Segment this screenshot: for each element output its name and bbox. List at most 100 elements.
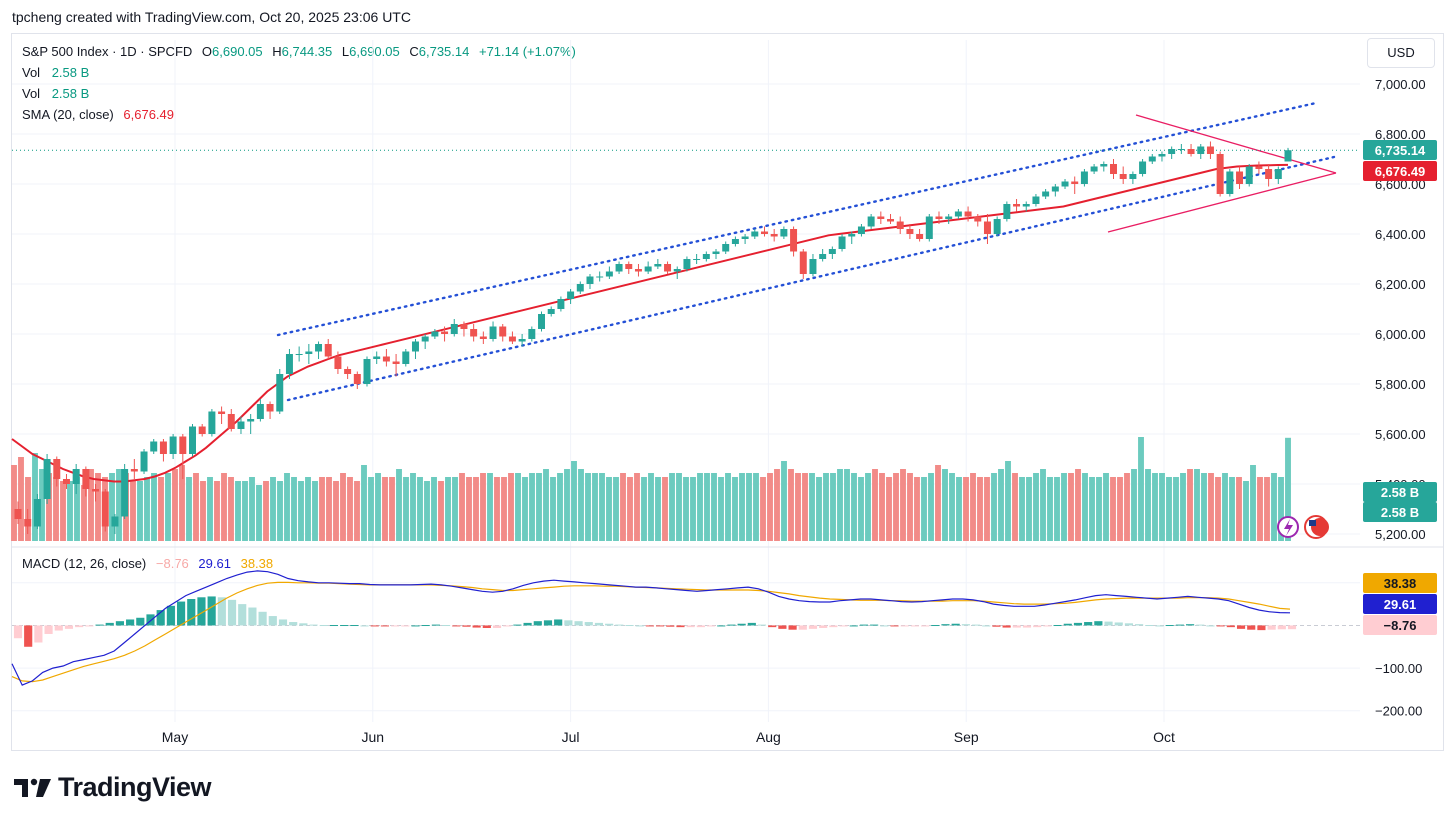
volume-bar <box>1033 473 1039 541</box>
volume-bar <box>326 477 332 541</box>
sma-legend[interactable]: SMA (20, close) 6,676.49 <box>22 107 174 122</box>
macd-histogram-bar <box>1216 625 1225 627</box>
volume-bar <box>1005 461 1011 541</box>
macd-histogram-bar <box>543 620 553 626</box>
volume-bar <box>361 465 367 541</box>
macd-histogram-bar <box>849 625 858 627</box>
volume-bar <box>606 477 612 541</box>
candle-body <box>382 356 390 362</box>
volume-bar <box>543 469 549 541</box>
volume-bar <box>823 473 829 541</box>
volume-bar <box>851 473 857 541</box>
candle-body <box>1119 174 1127 179</box>
volume-bar <box>228 477 234 541</box>
candle-body <box>1168 149 1176 154</box>
volume-bar <box>382 477 388 541</box>
volume-bar <box>263 481 269 541</box>
volume-bar <box>39 469 45 541</box>
macd-histogram-bar <box>401 625 410 627</box>
macd-histogram-bar <box>85 625 94 627</box>
volume-legend-2[interactable]: Vol 2.58 B <box>22 86 89 101</box>
macd-histogram-bar <box>54 625 63 631</box>
volume-bar <box>1257 477 1263 541</box>
macd-histogram-bar <box>115 621 124 626</box>
candle-body <box>634 269 642 272</box>
macd-line-value: 29.61 <box>198 556 231 571</box>
candle-body <box>1206 146 1214 154</box>
tradingview-logo-icon <box>14 778 51 797</box>
candle-body <box>179 436 187 454</box>
volume-bar <box>1012 473 1018 541</box>
volume-bar <box>11 465 17 541</box>
candle-body <box>24 519 32 527</box>
volume-bar <box>627 477 633 541</box>
volume-bar <box>704 473 710 541</box>
macd-histogram-bar <box>1002 625 1011 628</box>
macd-histogram-bar <box>248 607 257 626</box>
candle-body <box>945 216 953 219</box>
macd-histogram-bar <box>105 622 114 626</box>
volume-legend-1[interactable]: Vol 2.58 B <box>22 65 89 80</box>
volume-bar <box>914 477 920 541</box>
candle-body <box>479 336 487 339</box>
candle-body <box>431 331 439 337</box>
volume-bar <box>438 481 444 541</box>
candle-body <box>1080 171 1088 184</box>
volume-bar <box>550 477 556 541</box>
volume-bar <box>998 469 1004 541</box>
sma-line <box>11 163 1289 483</box>
volume-bar <box>1208 473 1214 541</box>
candle-body <box>770 234 778 237</box>
volume-bar <box>746 473 752 541</box>
candle-body <box>1129 174 1137 179</box>
volume-bar <box>95 473 101 541</box>
volume-bar <box>1061 473 1067 541</box>
volume-bar <box>424 481 430 541</box>
volume-bar <box>655 477 661 541</box>
candle-body <box>441 331 449 334</box>
vol-label-1: Vol <box>22 65 41 80</box>
volume-bar <box>1187 469 1193 541</box>
macd-legend[interactable]: MACD (12, 26, close) −8.76 29.61 38.38 <box>22 556 273 571</box>
candle-body <box>392 361 400 364</box>
candle-body <box>1236 171 1244 184</box>
volume-bar <box>837 469 843 541</box>
flag-canton-icon <box>1309 520 1316 526</box>
volume-bar <box>907 473 913 541</box>
volume-bar <box>1068 473 1074 541</box>
candle-body <box>276 374 284 412</box>
macd-histogram-bar <box>472 625 481 628</box>
macd-histogram-bar <box>788 625 797 630</box>
candle-body <box>799 251 807 274</box>
volume-bar <box>830 473 836 541</box>
macd-histogram-bar <box>808 625 818 629</box>
volume-bar <box>522 477 528 541</box>
macd-histogram-bar <box>350 625 359 627</box>
volume-label-1-bg <box>1363 482 1437 502</box>
macd-histogram-bar <box>1155 625 1164 627</box>
candle-body <box>121 469 129 517</box>
volume-bar <box>795 473 801 541</box>
volume-bar <box>949 473 955 541</box>
macd-tick-label: −100.00 <box>1375 661 1422 676</box>
volume-bar <box>452 477 458 541</box>
volume-bar <box>130 481 136 541</box>
volume-bar <box>564 469 570 541</box>
candle-body <box>1061 181 1069 187</box>
currency-button[interactable]: USD <box>1367 38 1435 68</box>
volume-bar <box>88 469 94 541</box>
candle-body <box>887 219 895 222</box>
tradingview-logo: TradingView <box>14 772 212 803</box>
volume-bar <box>1131 469 1137 541</box>
volume-bar <box>578 469 584 541</box>
price-tick-label: 5,600.00 <box>1375 427 1426 442</box>
last-price-label: 6,735.14 <box>1375 143 1426 158</box>
candle-body <box>159 441 167 454</box>
candle-body <box>673 269 681 272</box>
macd-histogram-bar <box>146 614 155 626</box>
macd-histogram-bar <box>1247 625 1256 630</box>
price-tick-label: 6,800.00 <box>1375 127 1426 142</box>
symbol-name[interactable]: S&P 500 Index · 1D · SPCFD <box>22 44 193 59</box>
macd-histogram-bar <box>584 622 593 626</box>
